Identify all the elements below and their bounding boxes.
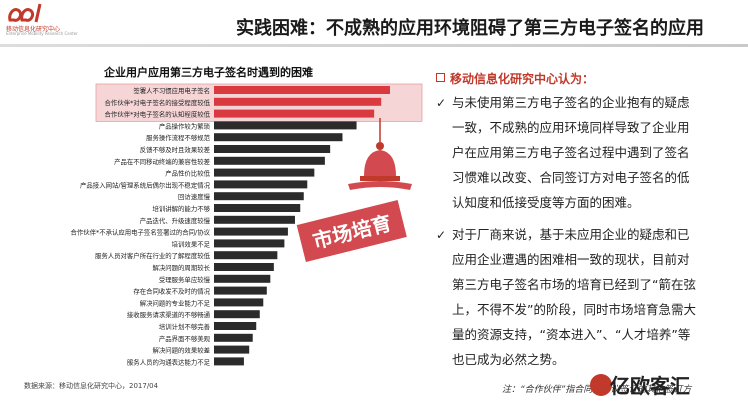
bar [214,145,331,153]
bar [214,97,382,106]
category-label: 产品在不同移动终端的兼容性较差 [114,157,210,166]
category-label: 反馈不够及时且效果较差 [140,145,210,154]
bar [214,86,390,94]
category-label: 产品迭代、升级速度较慢 [140,216,211,225]
category-label: 服务人员的沟通表达能力不足 [127,357,211,366]
category-label: 解决问题的专业能力不足 [140,298,211,307]
category-label: 合作伙伴*不承认应用电子签名签署过的合同/协议 [70,228,210,237]
category-label: 签署人不习惯应用电子签名 [133,86,210,95]
category-label: 受理服务单应较慢 [159,275,211,284]
category-label: 服务操作流程不够规范 [146,133,211,142]
category-label: 培训效果不足 [172,239,211,248]
logo-icon [8,3,42,23]
analysis-heading: 移动信息化研究中心认为： [450,72,595,86]
chart-title: 企业用户应用第三方电子签名时遇到的困难 [104,66,313,79]
title-divider [0,44,748,47]
bar [214,333,253,342]
bar [214,121,357,130]
category-label: 产品性价比较低 [165,169,210,178]
category-label: 存在合同收发不及时的情况 [133,287,210,296]
check-icon: ✓ [436,228,447,242]
bar [214,298,264,307]
bar [214,251,278,260]
category-label: 产品操作较为繁琐 [159,121,211,130]
bar [214,263,274,271]
category-label: 解决问题的周期较长 [152,263,210,272]
bar [214,215,295,224]
market-cultivation-stamp: 市场培育 [296,200,407,263]
bar [214,239,285,248]
bar [214,286,267,295]
category-label: 接收服务请求渠道的不够畅通 [127,310,211,319]
category-label: 合作伙伴*对电子签名的接受程度较低 [105,98,211,107]
bar-chart: 签署人不习惯应用电子签名合作伙伴*对电子签名的接受程度较低合作伙伴*对电子签名的… [70,83,423,366]
brand-logo-icon [590,374,612,396]
category-label: 合作伙伴*对电子签名的认知程度较低 [105,110,211,119]
bar [214,274,271,283]
bell-icon [348,118,412,190]
category-label: 服务人员对客户所在行业的了解程度较低 [95,251,211,260]
bar [214,357,244,366]
data-source: 数据来源：移动信息化研究中心，2017/04 [24,382,159,390]
bar [214,345,250,354]
category-label: 产品接入网站/管理系统后偶尔出现不稳定情况 [80,180,211,189]
bar [214,227,288,236]
category-label: 解决问题的效果较差 [152,346,210,355]
analysis-paragraph-1: 与未使用第三方电子签名的企业抱有的疑虑一致，不成熟的应用环境同样导致了企业用户在… [452,95,690,210]
analysis-paragraph-2: 对于厂商来说，基于未应用企业的疑虑和已应用企业遭遇的困难相一致的现状，目前对第三… [452,227,696,367]
category-label: 培训讲解的能力不够 [152,204,210,213]
bar [214,109,375,118]
bar [214,156,325,165]
bar [214,322,257,330]
logo-subtitle: Enterprise Mobility Research Center [6,31,78,36]
check-icon: ✓ [436,96,447,110]
bar [214,192,304,201]
page-title: 实践困难：不成熟的应用环境阻碍了第三方电子签名的应用 [236,18,704,39]
category-label: 回访速度慢 [178,192,211,201]
bar [214,168,315,177]
bar [214,204,301,212]
category-label: 产品界面不够美观 [159,334,211,343]
bar [214,310,260,319]
heading-square-icon [436,73,445,82]
category-label: 培训计划不够完善 [159,322,211,331]
bar [214,133,343,142]
brand-watermark: 亿欧客汇 [610,374,690,398]
logo-name: 移动信息化研究中心 [6,26,61,33]
bar [214,180,308,189]
